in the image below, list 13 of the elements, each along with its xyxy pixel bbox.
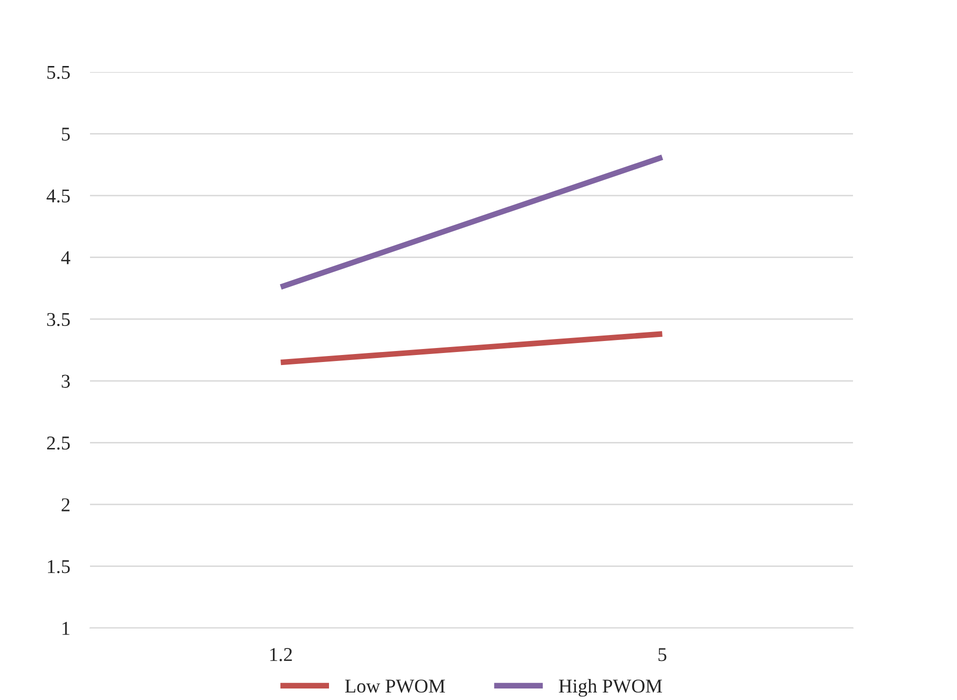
y-tick-label: 5.5 — [47, 66, 70, 80]
legend-label: Low PWOM — [345, 680, 445, 693]
y-tick-label: 2 — [62, 498, 70, 512]
y-tick-label: 2.5 — [47, 436, 70, 450]
y-tick-label: 1.5 — [48, 560, 70, 574]
y-tick-label: 5 — [62, 128, 70, 141]
y-tick-label: 3.5 — [47, 312, 70, 326]
y-tick-label: 1 — [62, 622, 70, 635]
y-tick-label: 4.5 — [46, 190, 70, 203]
y-tick-label: 4 — [61, 251, 70, 264]
y-tick-label: 3 — [62, 374, 70, 388]
x-tick-label: 1.2 — [270, 648, 292, 662]
legend-label: High PWOM — [558, 678, 662, 697]
